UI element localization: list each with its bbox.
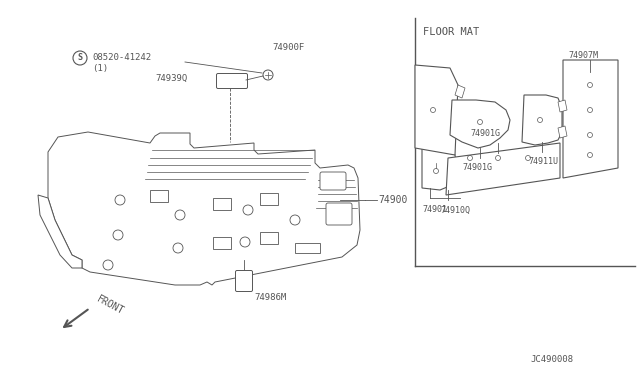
Polygon shape <box>38 195 82 268</box>
Text: JC490008: JC490008 <box>530 356 573 365</box>
Text: 74939Q: 74939Q <box>156 74 188 83</box>
Text: (1): (1) <box>92 64 108 73</box>
Polygon shape <box>522 95 562 145</box>
Bar <box>213 237 231 249</box>
Text: S: S <box>77 54 83 62</box>
Text: FLOOR MAT: FLOOR MAT <box>423 27 479 37</box>
Bar <box>295 243 320 253</box>
Text: 74911U: 74911U <box>528 157 558 167</box>
FancyBboxPatch shape <box>320 172 346 190</box>
FancyBboxPatch shape <box>236 270 253 292</box>
Text: 74901: 74901 <box>422 205 447 215</box>
Bar <box>213 198 231 210</box>
Polygon shape <box>558 100 567 112</box>
Text: 74910Q: 74910Q <box>440 205 470 215</box>
Text: 08520-41242: 08520-41242 <box>92 54 151 62</box>
Polygon shape <box>48 132 360 285</box>
Polygon shape <box>422 148 458 190</box>
Polygon shape <box>558 126 567 138</box>
FancyBboxPatch shape <box>216 74 248 89</box>
Polygon shape <box>450 100 510 148</box>
Text: 74900F: 74900F <box>272 44 304 52</box>
Bar <box>260 193 278 205</box>
Text: 74907M: 74907M <box>568 51 598 60</box>
Bar <box>260 232 278 244</box>
Bar <box>150 190 168 202</box>
FancyBboxPatch shape <box>326 203 352 225</box>
Text: 74900: 74900 <box>378 195 408 205</box>
Polygon shape <box>455 85 465 98</box>
Polygon shape <box>563 60 618 178</box>
Polygon shape <box>446 143 560 195</box>
Text: 74986M: 74986M <box>254 294 286 302</box>
Text: FRONT: FRONT <box>95 294 125 316</box>
Text: 74901G: 74901G <box>462 164 492 173</box>
Polygon shape <box>415 65 458 155</box>
Text: 74901G: 74901G <box>470 128 500 138</box>
